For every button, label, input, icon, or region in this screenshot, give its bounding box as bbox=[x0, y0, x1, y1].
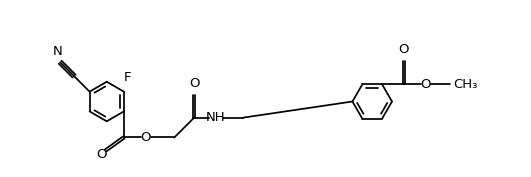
Text: O: O bbox=[189, 76, 199, 90]
Text: NH: NH bbox=[206, 111, 226, 124]
Text: F: F bbox=[124, 71, 131, 84]
Text: O: O bbox=[96, 148, 107, 161]
Text: O: O bbox=[399, 43, 409, 56]
Text: CH₃: CH₃ bbox=[453, 78, 477, 91]
Text: O: O bbox=[421, 78, 431, 91]
Text: N: N bbox=[53, 45, 63, 58]
Text: O: O bbox=[141, 131, 151, 144]
